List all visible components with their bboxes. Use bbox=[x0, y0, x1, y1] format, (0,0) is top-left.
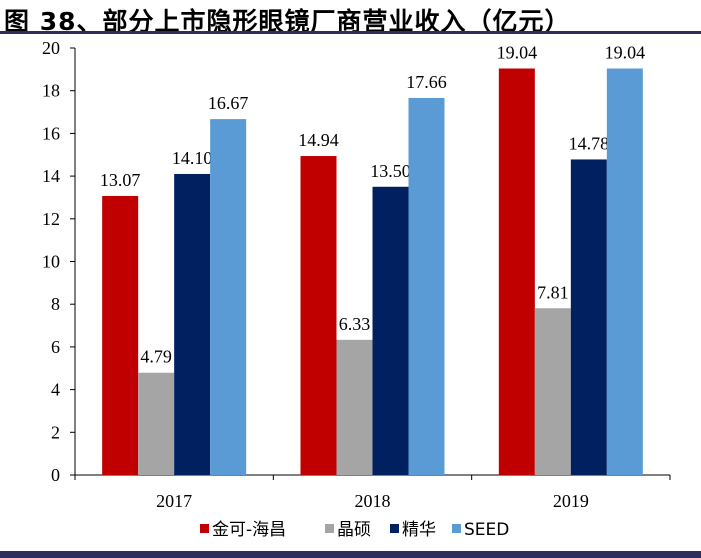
legend-label: 晶硕 bbox=[337, 520, 371, 540]
bar-SEED-2018 bbox=[408, 97, 445, 476]
bar-金可-海昌-2019 bbox=[498, 68, 535, 475]
y-tick-label: 12 bbox=[42, 209, 60, 229]
data-label: 13.07 bbox=[100, 170, 141, 190]
y-tick-label: 10 bbox=[42, 252, 60, 272]
y-tick-label: 20 bbox=[42, 38, 60, 58]
legend-label: SEED bbox=[464, 520, 509, 540]
data-label: 19.04 bbox=[497, 42, 538, 62]
data-label: 14.78 bbox=[569, 133, 610, 153]
data-label: 14.10 bbox=[172, 148, 213, 168]
y-tick-label: 18 bbox=[42, 81, 60, 101]
legend-swatch bbox=[325, 524, 334, 533]
data-label: 17.66 bbox=[406, 72, 447, 92]
y-tick-label: 2 bbox=[51, 422, 60, 442]
y-tick-label: 14 bbox=[42, 166, 60, 186]
x-tick-label: 2017 bbox=[156, 491, 192, 511]
legend-label: 金可-海昌 bbox=[212, 520, 286, 540]
legend-swatch bbox=[200, 524, 209, 533]
y-tick-label: 6 bbox=[51, 337, 60, 357]
y-tick-label: 4 bbox=[51, 380, 60, 400]
legend-swatch bbox=[390, 524, 399, 533]
data-label: 14.94 bbox=[298, 130, 339, 150]
y-tick-label: 8 bbox=[51, 294, 60, 314]
bottom-divider bbox=[0, 551, 701, 558]
bar-晶硕-2017 bbox=[138, 372, 175, 475]
data-label: 13.50 bbox=[370, 161, 411, 181]
bar-晶硕-2018 bbox=[336, 339, 373, 475]
bar-晶硕-2019 bbox=[534, 308, 571, 475]
bar-金可-海昌-2018 bbox=[300, 156, 337, 475]
bar-SEED-2017 bbox=[210, 119, 247, 476]
data-label: 6.33 bbox=[339, 314, 371, 334]
x-tick-label: 2018 bbox=[355, 491, 391, 511]
y-tick-label: 16 bbox=[42, 123, 60, 143]
bar-SEED-2019 bbox=[606, 68, 643, 475]
y-tick-label: 0 bbox=[51, 465, 60, 485]
data-label: 16.67 bbox=[208, 93, 249, 113]
title-divider bbox=[0, 31, 701, 34]
data-label: 4.79 bbox=[140, 347, 172, 367]
data-label: 7.81 bbox=[537, 282, 569, 302]
legend-label: 精华 bbox=[402, 520, 436, 540]
legend-swatch bbox=[452, 524, 461, 533]
x-tick-label: 2019 bbox=[553, 491, 589, 511]
bar-金可-海昌-2017 bbox=[102, 195, 139, 475]
bar-精华-2019 bbox=[570, 159, 607, 475]
bar-精华-2018 bbox=[372, 186, 409, 475]
data-label: 19.04 bbox=[605, 42, 646, 62]
bar-精华-2017 bbox=[174, 173, 211, 475]
